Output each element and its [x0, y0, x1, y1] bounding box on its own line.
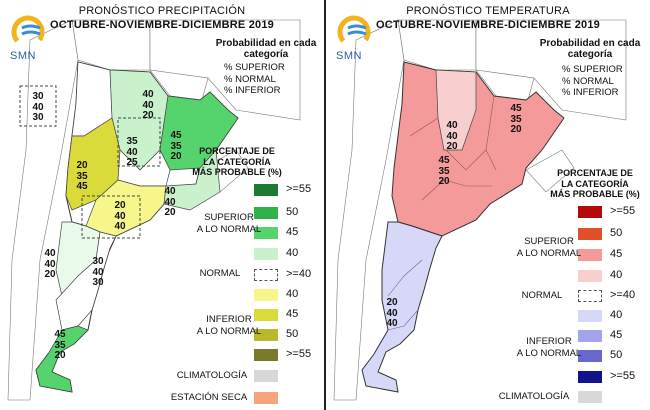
estacion-seca-label: ESTACIÓN SECA	[170, 392, 248, 403]
legend-probability-list: % SUPERIOR % NORMAL % INFERIOR	[224, 62, 285, 96]
swatch-superior-50	[254, 207, 278, 219]
swatch-inferior-50	[578, 350, 602, 362]
swatch-inferior-40	[578, 310, 602, 322]
dashed-box-centro	[117, 117, 161, 167]
precipitation-map	[0, 0, 324, 410]
dashed-box-noa	[19, 85, 57, 127]
temperature-map	[326, 0, 650, 410]
chile-shape	[7, 19, 79, 401]
region-numbers-chaco: 40 40 20	[142, 89, 154, 121]
region-numbers-litoral: 45 35 20	[510, 103, 522, 135]
swatch-normal-40	[578, 290, 602, 302]
swatch-normal-40	[254, 269, 278, 281]
swatch-superior-45	[254, 227, 278, 239]
region-numbers-cordillera: 40 40 20	[44, 248, 56, 280]
climatologia-label: CLIMATOLOGÍA	[498, 391, 570, 402]
region-numbers-cuyo: 20 35 45	[76, 160, 88, 192]
swatch-climatologia	[578, 391, 602, 403]
map-subtitle: OCTUBRE-NOVIEMBRE-DICIEMBRE 2019	[376, 19, 600, 31]
inferior-label: INFERIOR A LO NORMAL	[196, 314, 262, 337]
uruguay-shape	[525, 149, 575, 193]
temperature-panel: SMN PRONÓSTICO TEMPERATURA OCTUBRE-NOVIE…	[326, 0, 650, 410]
swatch-inferior-45	[578, 330, 602, 342]
map-title: PRONÓSTICO TEMPERATURA	[406, 5, 570, 17]
normal-label: NORMAL	[199, 268, 241, 279]
panel-divider	[324, 0, 326, 410]
logo-text: SMN	[336, 50, 362, 62]
map-title: PRONÓSTICO PRECIPITACIÓN	[78, 5, 246, 17]
region-numbers-pampa: 20 40 40	[114, 200, 126, 232]
region-numbers-nea: 40 40 20	[446, 120, 458, 152]
region-numbers-patagonia-sur: 45 35 20	[54, 329, 66, 361]
region-numbers-centro: 35 40 25	[126, 136, 138, 168]
precipitation-panel: SMN PRONÓSTICO PRECIPITACIÓN OCTUBRE-NOV…	[0, 0, 324, 410]
region-patagonia-norte	[55, 231, 117, 331]
legend-probability-list: % SUPERIOR % NORMAL % INFERIOR	[562, 64, 623, 98]
inferior-label: INFERIOR A LO NORMAL	[516, 336, 582, 359]
swatch-inferior-55	[254, 349, 278, 361]
swatch-superior-55	[254, 184, 278, 196]
region-numbers-litoral: 45 35 20	[170, 130, 182, 162]
region-south-inferior	[361, 221, 443, 393]
logo-text: SMN	[10, 50, 36, 62]
swatch-inferior-50	[254, 329, 278, 341]
swatch-superior-55	[578, 206, 602, 218]
region-patagonia-sur	[35, 325, 89, 393]
swatch-superior-45	[578, 249, 602, 261]
percentage-heading: PORCENTAJE DE LA CATEGORÍA MÁS PROBABLE …	[192, 146, 282, 177]
smn-logo-icon	[11, 15, 45, 49]
climatologia-label: CLIMATOLOGÍA	[176, 370, 248, 381]
region-numbers-centro: 45 35 20	[438, 155, 450, 187]
normal-label: NORMAL	[521, 290, 563, 301]
swatch-superior-40	[254, 248, 278, 260]
region-numbers-patagonia-norte: 30 40 30	[92, 256, 104, 288]
swatch-inferior-55	[578, 371, 602, 383]
region-numbers-patagonia: 20 40 40	[386, 297, 398, 329]
percentage-heading: PORCENTAJE DE LA CATEGORÍA MÁS PROBABLE …	[550, 168, 640, 199]
swatch-inferior-45	[254, 309, 278, 321]
swatch-inferior-40	[254, 289, 278, 301]
swatch-superior-50	[578, 228, 602, 240]
region-numbers-noa: 30 40 30	[32, 91, 44, 123]
region-numbers-buenos-aires: 40 40 20	[164, 186, 176, 218]
superior-label: SUPERIOR A LO NORMAL	[516, 236, 582, 259]
probability-heading: Probabilidad en cada categoría	[539, 38, 641, 60]
superior-label: SUPERIOR A LO NORMAL	[196, 212, 262, 235]
swatch-estacion-seca	[254, 392, 278, 404]
map-subtitle: OCTUBRE-NOVIEMBRE-DICIEMBRE 2019	[50, 19, 274, 31]
swatch-climatologia	[254, 370, 278, 382]
region-north-superior	[391, 61, 565, 237]
smn-logo-icon	[337, 15, 371, 49]
swatch-superior-40	[578, 270, 602, 282]
region-buenos-aires	[163, 149, 221, 211]
probability-heading: Probabilidad en cada categoría	[215, 38, 317, 60]
chile-shape	[333, 19, 405, 401]
